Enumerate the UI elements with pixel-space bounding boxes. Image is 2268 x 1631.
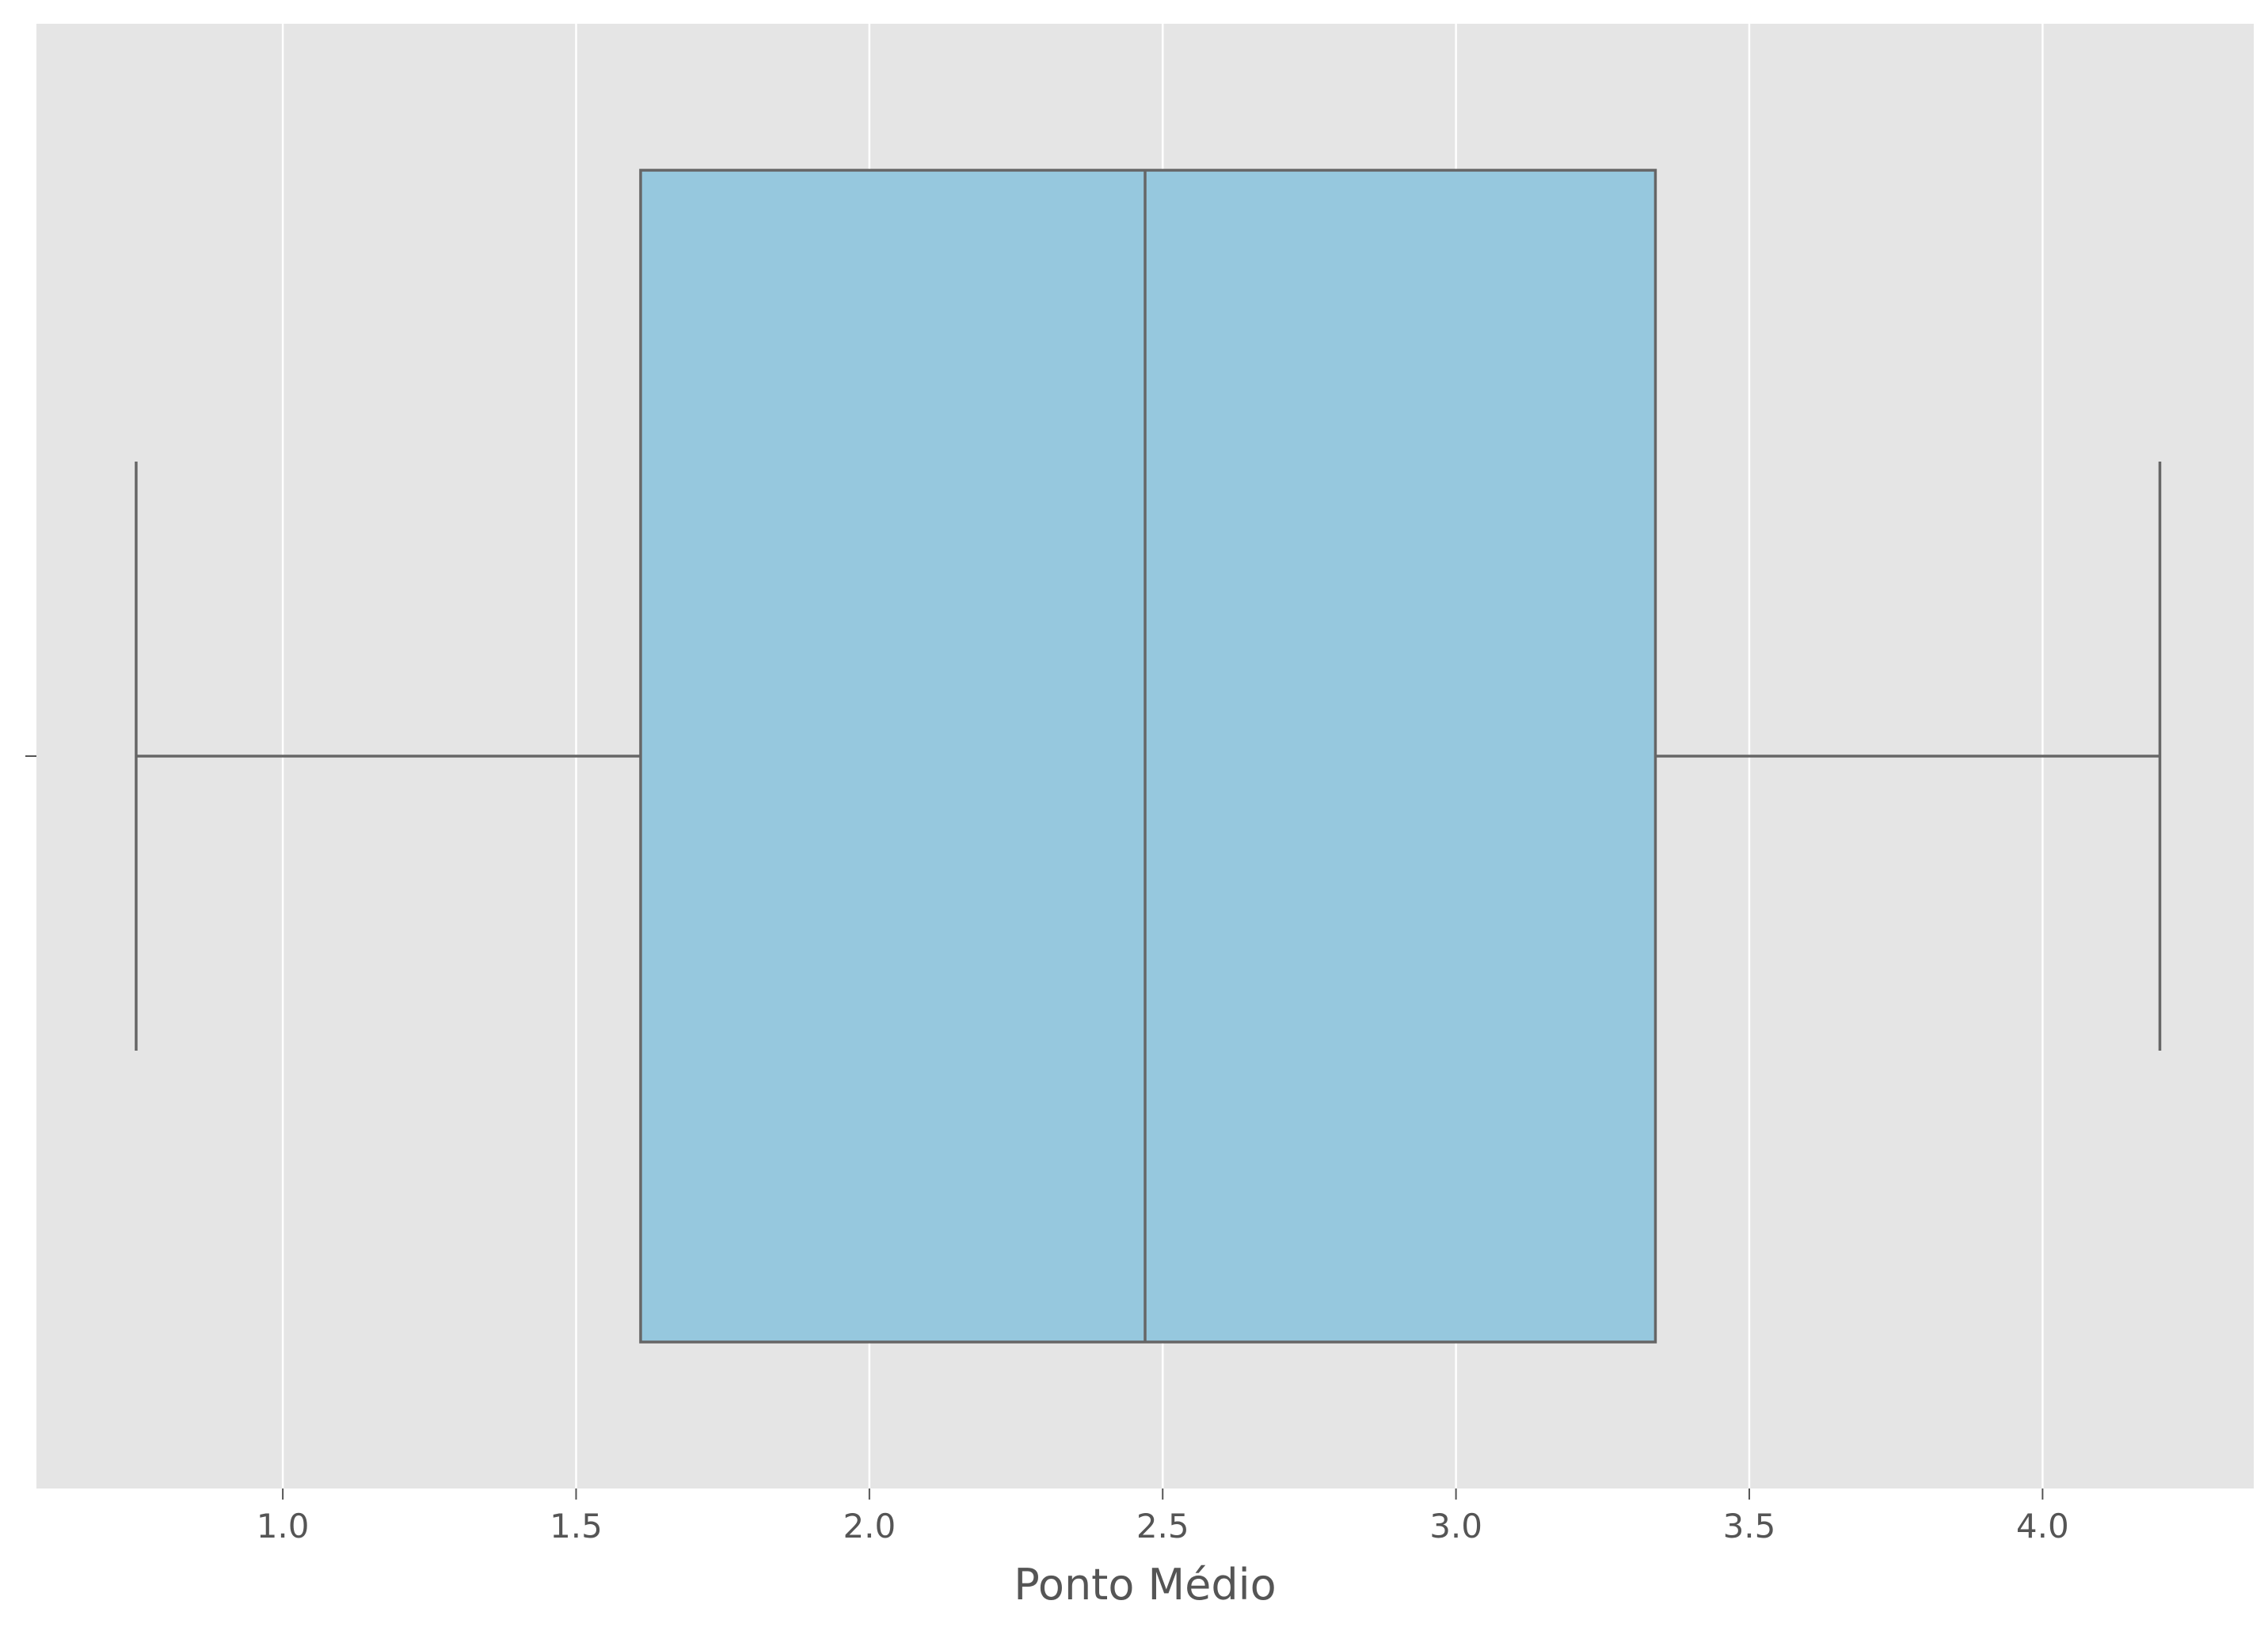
x-tick-label: 2.5 [1136,1507,1189,1545]
x-tick-label: 3.0 [1429,1507,1482,1545]
x-axis-ticks: 1.0 1.5 2.0 2.5 3.0 3.5 4.0 [257,1488,2069,1545]
x-tick-label: 3.5 [1723,1507,1776,1545]
x-tick-label: 2.0 [843,1507,896,1545]
iqr-box [639,169,1657,1344]
x-axis-label: Ponto Médio [1014,1560,1276,1610]
x-tick-label: 1.5 [550,1507,603,1545]
x-tick-label: 4.0 [2016,1507,2069,1545]
x-tick-label: 1.0 [257,1507,310,1545]
box-plot [135,169,2162,1344]
